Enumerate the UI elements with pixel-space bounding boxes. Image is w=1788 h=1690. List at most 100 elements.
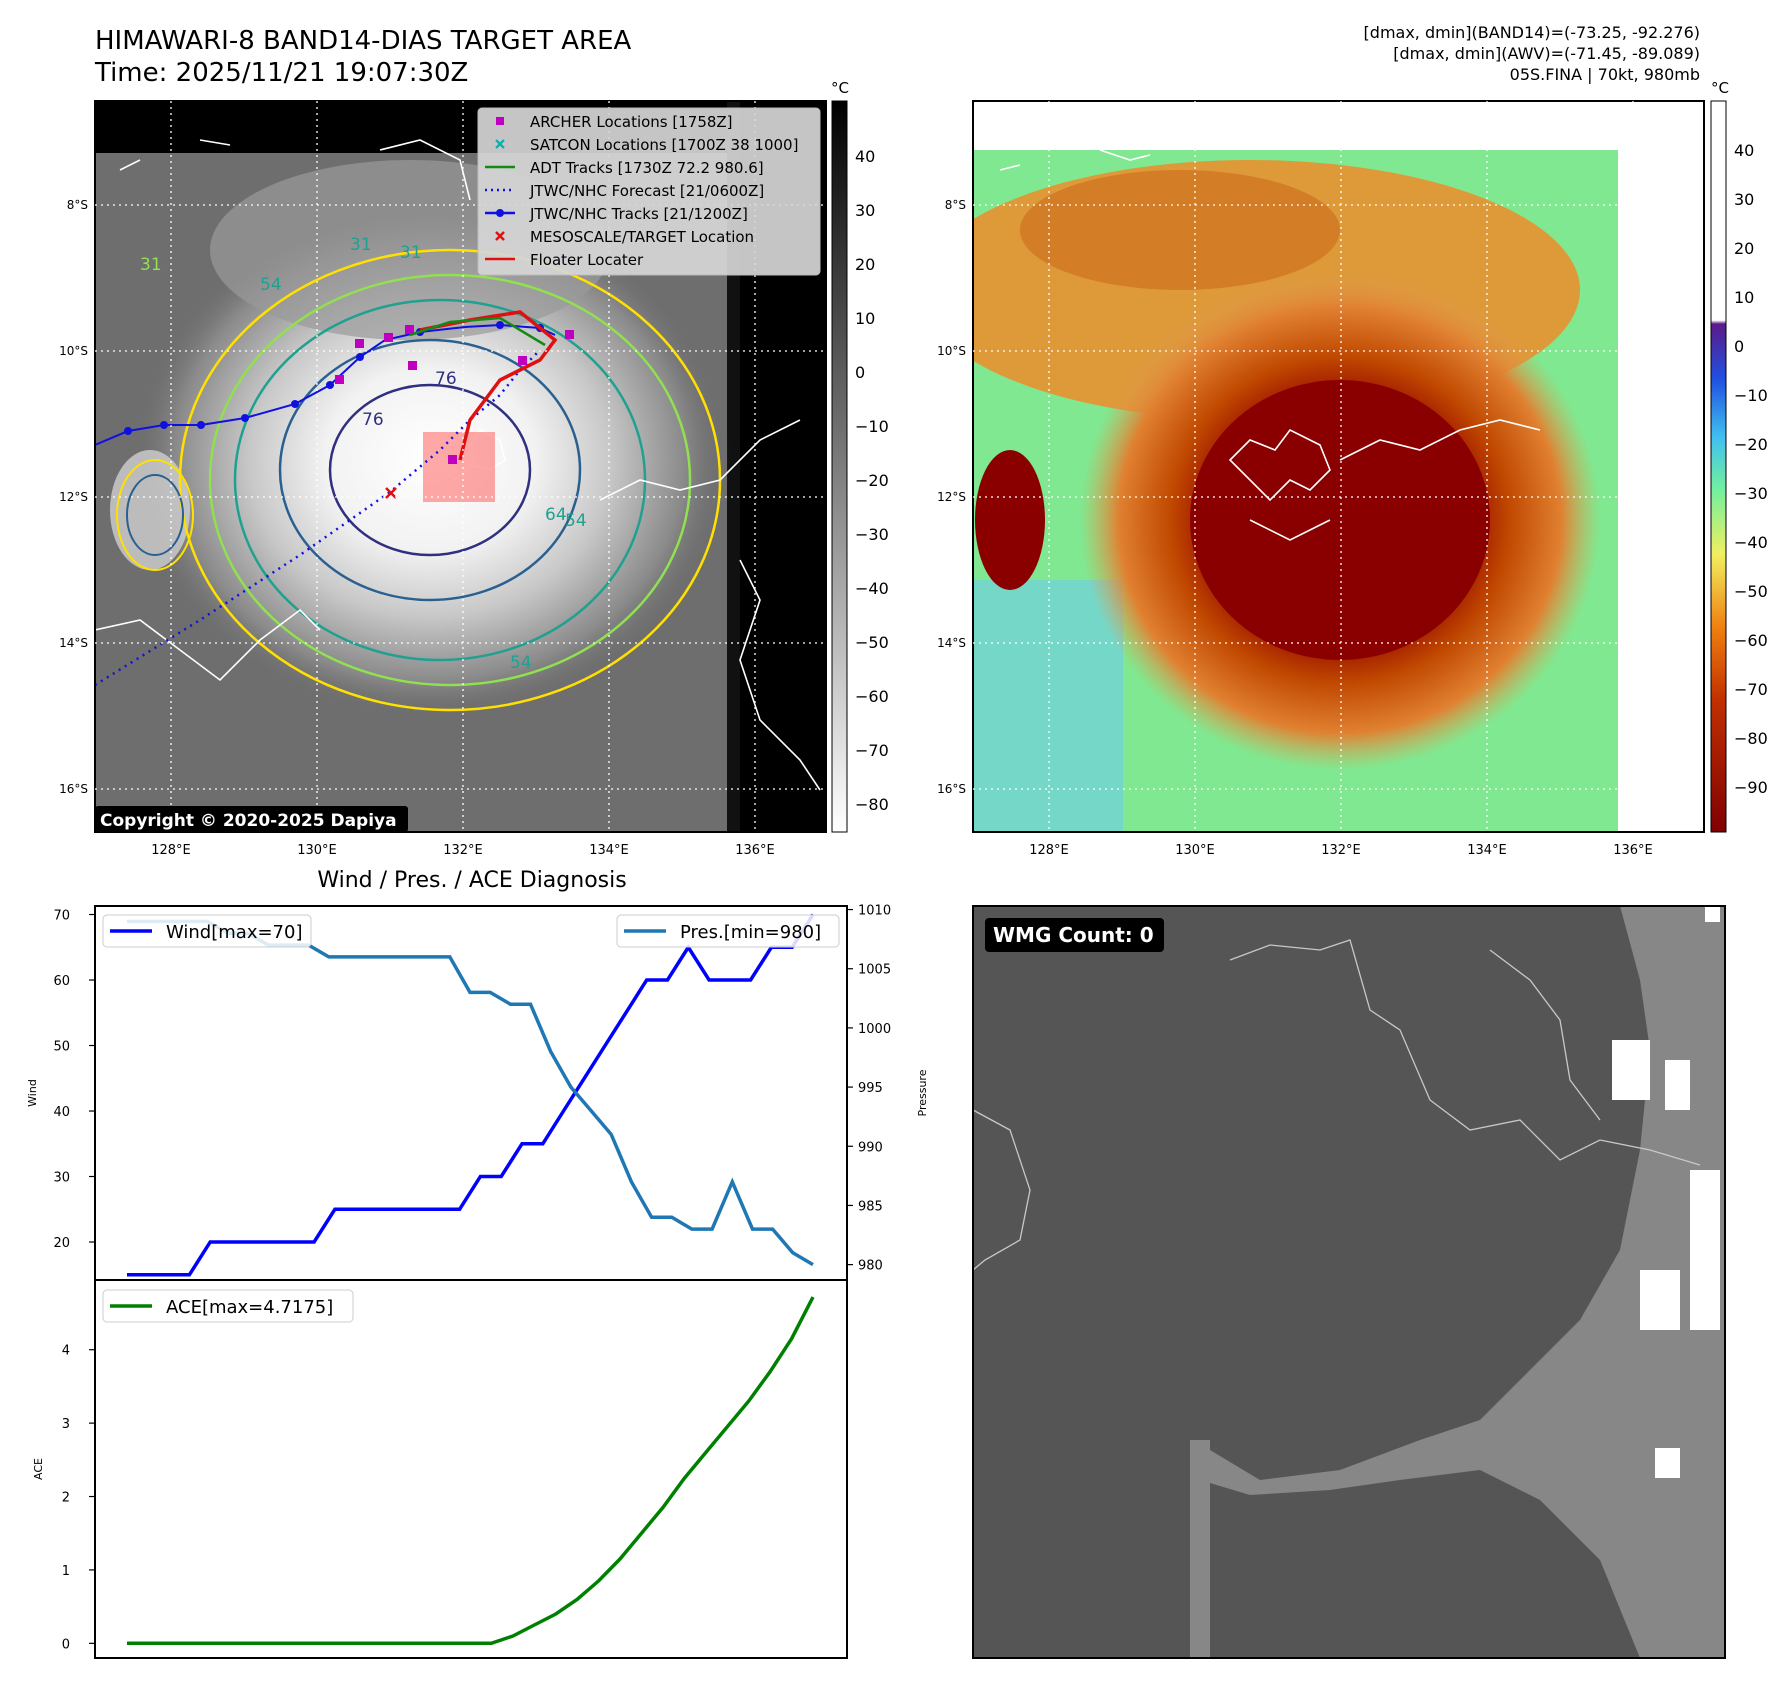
wind-series-line bbox=[127, 913, 815, 1277]
gray-colorbar-ticks: 40 30 20 10 0 −10 −20 −30 −40 −50 −60 −7… bbox=[855, 147, 889, 814]
legend-archer-marker bbox=[496, 117, 504, 125]
ace-legend: ACE[max=4.7175] bbox=[102, 1289, 354, 1323]
map-legend: ARCHER Locations [1758Z] SATCON Location… bbox=[477, 107, 821, 276]
copyright-text: Copyright © 2020-2025 Dapiya bbox=[100, 811, 397, 831]
wmg-count-label: WMG Count: 0 bbox=[993, 923, 1154, 947]
main-title: HIMAWARI-8 BAND14-DIAS TARGET AREA bbox=[95, 26, 632, 56]
pressure-tick-label: 990 bbox=[858, 1140, 883, 1155]
legend-label: ARCHER Locations [1758Z] bbox=[530, 113, 733, 131]
copyright-box bbox=[95, 806, 408, 832]
lon-label: 128°E bbox=[151, 843, 191, 858]
color-tick: 10 bbox=[1734, 288, 1754, 307]
chart-title: Wind / Pres. / ACE Diagnosis bbox=[317, 868, 626, 893]
lon-label: 134°E bbox=[1467, 843, 1507, 858]
pressure-tick-label: 980 bbox=[858, 1259, 883, 1274]
ace-series-line bbox=[127, 1296, 815, 1646]
ace-axis-label: ACE bbox=[32, 1458, 45, 1480]
lat-label: 8°S bbox=[945, 198, 966, 212]
color-lon-labels: 128°E 130°E 132°E 134°E 136°E bbox=[1029, 843, 1653, 858]
gray-colorbar bbox=[831, 100, 848, 833]
contour-label: 76 bbox=[362, 410, 384, 430]
pressure-tick-label: 995 bbox=[858, 1081, 883, 1096]
color-tick: −10 bbox=[1734, 386, 1768, 405]
lat-label: 14°S bbox=[937, 636, 966, 650]
ace-yticks: 0 1 2 3 4 bbox=[62, 1344, 95, 1652]
contour-label: 54 bbox=[260, 275, 282, 295]
legend-label: ADT Tracks [1730Z 72.2 980.6] bbox=[530, 159, 764, 177]
color-tick: −50 bbox=[1734, 582, 1768, 601]
color-map-frame bbox=[972, 100, 1705, 833]
info-block: [dmax, dmin](BAND14)=(-73.25, -92.276) [… bbox=[1364, 22, 1700, 85]
color-colorbar-unit: °C bbox=[1711, 79, 1729, 97]
ace-tick-label: 2 bbox=[62, 1491, 70, 1506]
gray-colorbar-unit: °C bbox=[831, 79, 849, 97]
legend-label: MESOSCALE/TARGET Location bbox=[530, 228, 754, 246]
lon-label: 136°E bbox=[1613, 843, 1653, 858]
ace-tick-label: 1 bbox=[62, 1564, 70, 1579]
color-lat-labels: 8°S 10°S 12°S 14°S 16°S bbox=[937, 198, 966, 796]
gray-tick: −80 bbox=[855, 795, 889, 814]
wind-tick-label: 50 bbox=[53, 1040, 70, 1055]
pressure-tick-label: 1000 bbox=[858, 1022, 891, 1037]
lon-label: 130°E bbox=[297, 843, 337, 858]
gray-tick: −60 bbox=[855, 687, 889, 706]
color-ir-map bbox=[973, 101, 1704, 832]
wind-tick-label: 70 bbox=[53, 909, 70, 924]
lat-label: 16°S bbox=[59, 782, 88, 796]
gray-tick: 0 bbox=[855, 363, 865, 382]
wmg-count-box bbox=[985, 918, 1164, 952]
lat-label: 14°S bbox=[59, 636, 88, 650]
gray-tick: −40 bbox=[855, 579, 889, 598]
color-tick: 20 bbox=[1734, 239, 1754, 258]
ace-tick-label: 3 bbox=[62, 1417, 70, 1432]
pressure-yticks: 980 985 990 995 1000 1005 1010 bbox=[847, 904, 891, 1274]
wind-yticks: 20 30 40 50 60 70 bbox=[53, 909, 95, 1251]
pressure-tick-label: 985 bbox=[858, 1199, 883, 1214]
color-tick: −80 bbox=[1734, 729, 1768, 748]
legend-jtwc-dot bbox=[496, 209, 504, 217]
info-line-awv: [dmax, dmin](AWV)=(-71.45, -89.089) bbox=[1393, 44, 1700, 63]
color-tick: −20 bbox=[1734, 435, 1768, 454]
wmg-panel bbox=[972, 905, 1726, 1659]
info-line-storm: 05S.FINA | 70kt, 980mb bbox=[1509, 65, 1700, 84]
color-tick: 0 bbox=[1734, 337, 1744, 356]
wind-axis-label: Wind bbox=[26, 1079, 39, 1107]
lon-label: 130°E bbox=[1175, 843, 1215, 858]
color-tick: 40 bbox=[1734, 141, 1754, 160]
ace-legend-label: ACE[max=4.7175] bbox=[166, 1297, 333, 1318]
wind-tick-label: 30 bbox=[53, 1171, 70, 1186]
contour-label: 54 bbox=[565, 511, 587, 531]
gray-tick: −10 bbox=[855, 417, 889, 436]
gray-tick: −70 bbox=[855, 741, 889, 760]
ir-map bbox=[95, 101, 826, 832]
contour-label: 64 bbox=[545, 505, 567, 525]
gray-tick: 20 bbox=[855, 255, 875, 274]
pressure-axis-label: Pressure bbox=[916, 1069, 929, 1116]
pressure-tick-label: 1005 bbox=[858, 963, 891, 978]
pressure-tick-label: 1010 bbox=[858, 904, 891, 919]
ir-map-frame bbox=[94, 100, 827, 833]
color-tick: −40 bbox=[1734, 533, 1768, 552]
ace-tick-label: 4 bbox=[62, 1344, 70, 1359]
ace-axes bbox=[94, 1279, 848, 1659]
contour-labels: 31 31 54 76 54 64 54 31 76 bbox=[140, 235, 587, 673]
lat-label: 12°S bbox=[59, 490, 88, 504]
ir-lat-labels: 8°S 10°S 12°S 14°S 16°S bbox=[59, 198, 88, 796]
color-colorbar bbox=[1710, 100, 1727, 833]
legend-label: JTWC/NHC Forecast [21/0600Z] bbox=[529, 182, 764, 200]
color-tick: −90 bbox=[1734, 778, 1768, 797]
gray-tick: −20 bbox=[855, 471, 889, 490]
color-colorbar-ticks: 40 30 20 10 0 −10 −20 −30 −40 −50 −60 −7… bbox=[1734, 141, 1768, 797]
legend-label: JTWC/NHC Tracks [21/1200Z] bbox=[529, 205, 748, 223]
legend-satcon-marker bbox=[495, 139, 505, 149]
color-tick: −30 bbox=[1734, 484, 1768, 503]
gray-tick: −30 bbox=[855, 525, 889, 544]
gray-tick: 30 bbox=[855, 201, 875, 220]
lat-label: 16°S bbox=[937, 782, 966, 796]
lon-label: 128°E bbox=[1029, 843, 1069, 858]
color-tick: −70 bbox=[1734, 680, 1768, 699]
info-line-band14: [dmax, dmin](BAND14)=(-73.25, -92.276) bbox=[1363, 23, 1700, 42]
lat-label: 12°S bbox=[937, 490, 966, 504]
wind-legend: Wind[max=70] bbox=[102, 914, 312, 948]
